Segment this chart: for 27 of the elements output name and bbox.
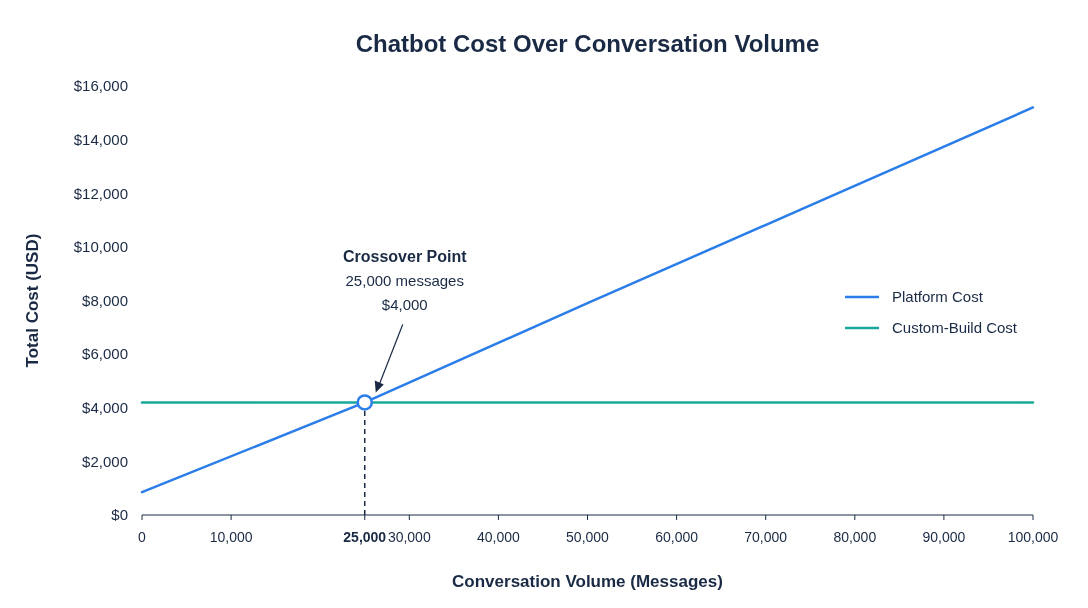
x-tick-label: 40,000 [476, 529, 521, 545]
y-tick-label: $2,000 [82, 452, 128, 470]
y-tick-label: $10,000 [73, 238, 128, 256]
legend-label: Custom-Build Cost [892, 319, 1018, 337]
x-tick-label: 50,000 [566, 529, 610, 545]
line-series [140, 106, 1035, 494]
y-axis-title: Total Cost (USD) [23, 233, 42, 368]
y-tick-label: $0 [111, 506, 128, 524]
legend-label: Platform Cost [892, 288, 984, 306]
chart-title: Chatbot Cost Over Conversation Volume [355, 30, 820, 57]
y-tick-label: $16,000 [73, 77, 128, 95]
y-tick-label: $4,000 [82, 399, 128, 416]
y-tick-label: $6,000 [82, 345, 128, 363]
x-tick-label: 0 [138, 529, 147, 545]
x-axis-title: Conversation Volume (Messages) [452, 572, 723, 591]
x-tick-label: 70,000 [744, 529, 788, 545]
x-tick-label: 90,000 [922, 529, 966, 545]
y-tick-label: $14,000 [73, 130, 128, 148]
y-tick-label: $8,000 [82, 291, 128, 309]
y-tick-label: $12,000 [73, 184, 128, 202]
x-tick-label: 80,000 [833, 529, 877, 545]
x-tick-label: 60,000 [655, 529, 699, 545]
annotation: Crossover Point 25,000 messages $4,000 [342, 248, 468, 314]
x-tick-label: 10,000 [209, 529, 253, 545]
x-tick-label: 30,000 [387, 529, 431, 545]
x-tick-label: 25,000 [343, 529, 387, 545]
x-tick-label: 100,000 [1007, 529, 1059, 545]
